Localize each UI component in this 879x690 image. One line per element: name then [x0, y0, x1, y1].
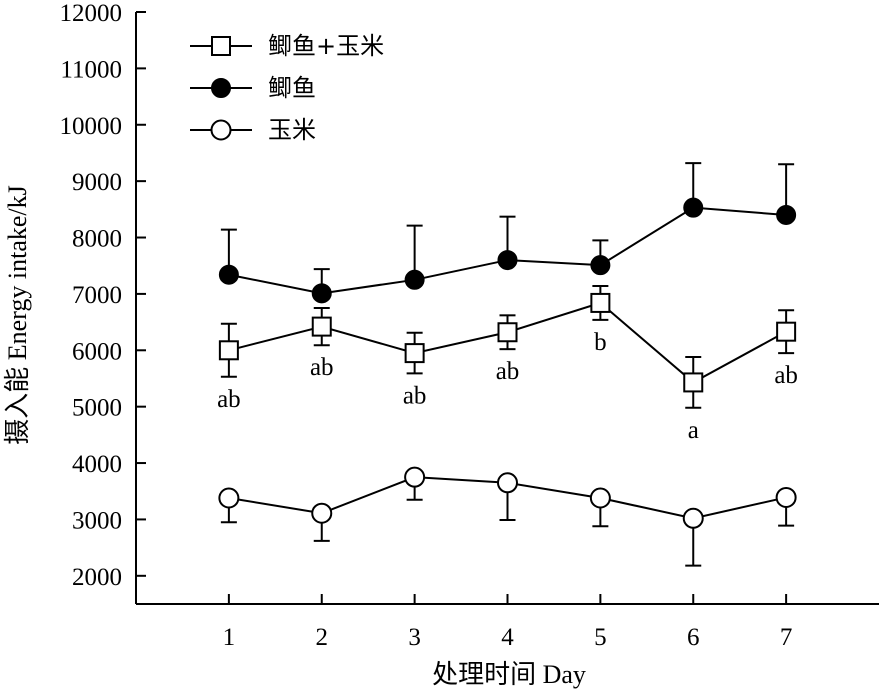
- data-point: [683, 372, 704, 393]
- x-axis-title: 处理时间 Day: [432, 660, 586, 689]
- data-point: [590, 255, 611, 276]
- legend-marker: [211, 36, 231, 56]
- legend-item-2: 鲫鱼: [190, 74, 316, 102]
- significance-label: ab: [774, 362, 798, 389]
- significance-label: ab: [217, 386, 241, 413]
- data-point: [218, 340, 239, 361]
- y-tick-label: 3000: [72, 507, 122, 534]
- data-point: [497, 472, 518, 494]
- data-point: [311, 502, 333, 524]
- data-point: [311, 316, 332, 337]
- data-point: [218, 487, 240, 509]
- data-point: [589, 487, 611, 509]
- axes: 2000 3000 4000 5000 6000 7000 8000 9000 10000 110…: [60, 0, 879, 651]
- legend-item-3: 玉米: [190, 116, 316, 144]
- y-tick-label: 8000: [72, 226, 122, 253]
- data-point: [311, 283, 332, 304]
- y-tick-label: 7000: [72, 282, 122, 309]
- data-point: [776, 321, 797, 342]
- y-tick-label: 6000: [72, 338, 122, 365]
- y-tick-label: 4000: [72, 451, 122, 478]
- x-tick-label: 7: [780, 624, 793, 651]
- legend-label: 玉米: [268, 116, 316, 144]
- x-tick-label: 5: [594, 624, 607, 651]
- data-point: [775, 486, 797, 508]
- data-point: [682, 507, 704, 529]
- legend-label: 鲫鱼: [268, 74, 316, 102]
- legend-item-1: 鲫鱼+玉米: [190, 32, 384, 60]
- data-point: [404, 269, 425, 290]
- y-tick-label: 2000: [72, 564, 122, 591]
- legend-label: 鲫鱼+玉米: [268, 32, 384, 60]
- x-tick-label: 3: [408, 624, 421, 651]
- data-point: [497, 322, 518, 343]
- x-tick-label: 1: [223, 624, 236, 651]
- legend-marker: [211, 78, 231, 98]
- series-layer: ab ab ab ab b a ab: [217, 162, 798, 567]
- data-point: [590, 292, 611, 313]
- y-tick-label: 11000: [60, 56, 122, 83]
- series-3: [218, 466, 797, 567]
- data-point: [218, 264, 239, 285]
- legend-marker: [210, 119, 232, 141]
- data-point: [497, 250, 518, 271]
- x-tick-label: 2: [316, 624, 329, 651]
- significance-label: ab: [496, 358, 520, 385]
- y-tick-label: 9000: [72, 169, 122, 196]
- y-tick-label: 12000: [60, 0, 123, 27]
- y-axis-title: 摄入能 Energy intake/kJ: [3, 185, 32, 444]
- series-2: [218, 162, 797, 304]
- data-point: [404, 466, 426, 488]
- y-tick-label: 5000: [72, 395, 122, 422]
- significance-label: ab: [403, 382, 427, 409]
- data-point: [404, 343, 425, 364]
- significance-label: ab: [310, 354, 334, 381]
- x-tick-label: 6: [687, 624, 700, 651]
- data-point: [776, 204, 797, 225]
- significance-label: b: [594, 329, 607, 356]
- data-point: [683, 197, 704, 218]
- y-tick-label: 10000: [60, 113, 123, 140]
- x-tick-label: 4: [501, 624, 514, 651]
- significance-label: a: [688, 417, 699, 444]
- series-1: ab ab ab ab b a ab: [217, 285, 798, 444]
